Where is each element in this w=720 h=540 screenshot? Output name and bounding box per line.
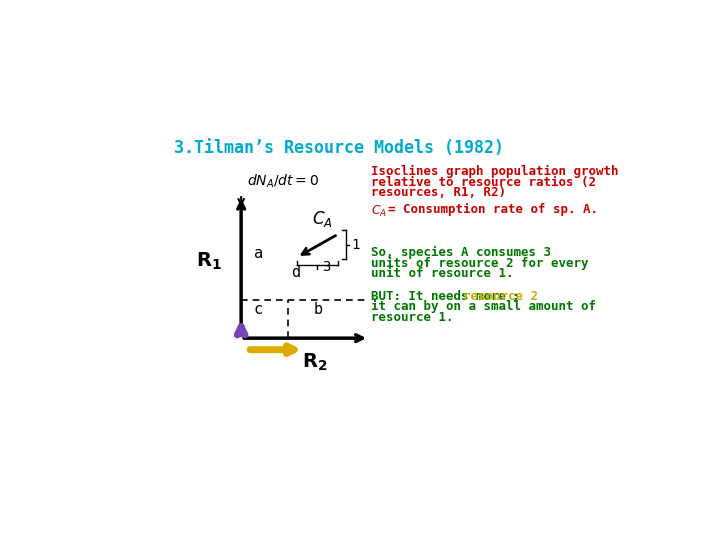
Text: $dN_A/dt = 0$: $dN_A/dt = 0$ [248,172,320,190]
Text: Isoclines graph population growth: Isoclines graph population growth [371,165,618,178]
Text: 3.Tilman’s Resource Models (1982): 3.Tilman’s Resource Models (1982) [174,139,504,158]
Text: a: a [253,246,263,261]
Text: So, species A consumes 3: So, species A consumes 3 [371,246,551,259]
Text: $\mathbf{R_2}$: $\mathbf{R_2}$ [302,352,328,374]
Text: 3: 3 [322,260,330,274]
Text: resource 2: resource 2 [463,289,539,302]
Text: b: b [314,302,323,317]
Text: c: c [253,302,263,317]
Text: BUT: It needs more: BUT: It needs more [371,289,513,302]
Text: $\mathbf{R_1}$: $\mathbf{R_1}$ [196,251,222,272]
Text: $C_A$: $C_A$ [371,204,387,219]
Text: d: d [291,265,300,280]
Text: unit of resource 1.: unit of resource 1. [371,267,513,280]
Text: resource 1.: resource 1. [371,311,453,324]
Text: resources, R1, R2): resources, R1, R2) [371,186,505,199]
Text: ;: ; [512,289,520,302]
Text: $C_A$: $C_A$ [312,209,333,229]
Text: relative to resource ratios (2: relative to resource ratios (2 [371,176,595,188]
Text: it can by on a small amount of: it can by on a small amount of [371,300,595,314]
Text: units of resource 2 for every: units of resource 2 for every [371,256,588,269]
Text: = Consumption rate of sp. A.: = Consumption rate of sp. A. [387,204,598,217]
Text: 1: 1 [351,238,359,252]
